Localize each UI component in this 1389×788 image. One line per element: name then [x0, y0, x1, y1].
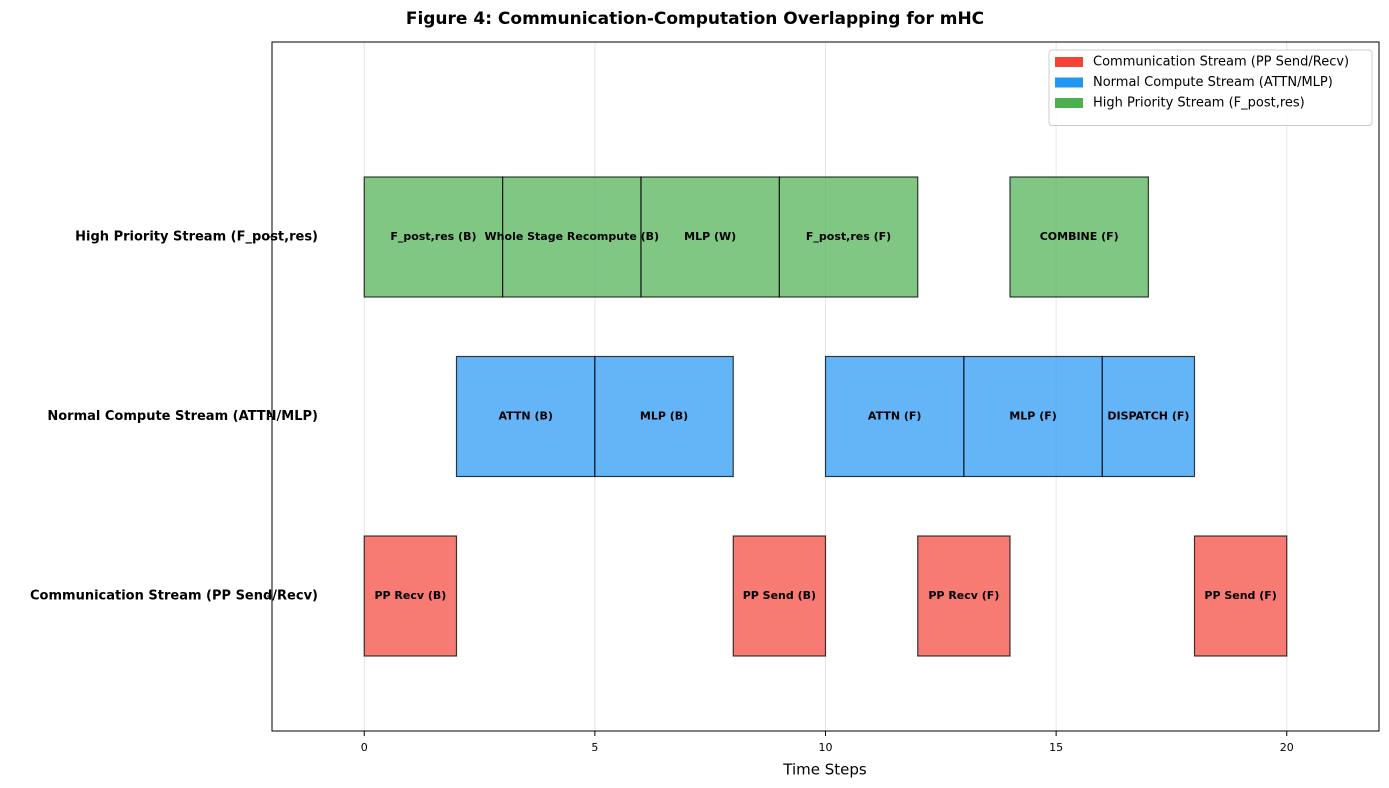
task-label: F_post,res (B)	[390, 230, 476, 243]
task-bar	[1101, 355, 1196, 478]
legend-label: Normal Compute Stream (ATTN/MLP)	[1093, 75, 1333, 90]
task-label: F_post,res (F)	[806, 230, 891, 243]
task-label: DISPATCH (F)	[1107, 410, 1189, 423]
x-axis-label: Time Steps	[782, 761, 867, 779]
task-label: Whole Stage Recompute (B)	[485, 230, 660, 243]
task-label: PP Recv (B)	[374, 589, 446, 602]
x-tick-label: 10	[819, 741, 833, 754]
legend-swatch	[1055, 57, 1083, 67]
legend-swatch	[1055, 77, 1083, 88]
task-bar	[824, 355, 965, 478]
legend-label: Communication Stream (PP Send/Recv)	[1093, 55, 1349, 70]
task-label: ATTN (F)	[868, 410, 922, 423]
y-tick-label: High Priority Stream (F_post,res)	[75, 230, 318, 245]
chart-title: Figure 4: Communication-Computation Over…	[406, 9, 984, 29]
task-bar	[732, 535, 827, 657]
x-tick-label: 20	[1280, 741, 1294, 754]
task-bar	[363, 176, 504, 298]
plot-frame	[271, 41, 1380, 732]
task-bar	[363, 535, 458, 657]
task-label: MLP (F)	[1009, 410, 1056, 423]
task-label: PP Recv (F)	[928, 589, 999, 602]
task-bar	[640, 176, 780, 298]
task-label: COMBINE (F)	[1040, 230, 1119, 243]
x-tick-label: 0	[361, 741, 368, 754]
task-bar	[455, 355, 596, 478]
task-bar	[778, 176, 919, 298]
task-label: PP Send (F)	[1204, 589, 1276, 602]
task-label: PP Send (B)	[743, 589, 816, 602]
task-label: MLP (B)	[640, 410, 688, 423]
x-tick-label: 5	[591, 741, 598, 754]
x-tick-label: 15	[1049, 741, 1063, 754]
task-bar	[917, 535, 1011, 657]
task-bar	[502, 176, 642, 298]
legend-label: High Priority Stream (F_post,res)	[1093, 96, 1305, 111]
task-label: ATTN (B)	[498, 410, 552, 423]
task-bar	[594, 355, 734, 478]
legend-swatch	[1055, 98, 1083, 108]
task-label: MLP (W)	[684, 230, 736, 243]
task-bar	[1009, 176, 1149, 298]
task-bar	[1193, 535, 1288, 657]
y-tick-label: Normal Compute Stream (ATTN/MLP)	[47, 409, 318, 424]
y-tick-label: Communication Stream (PP Send/Recv)	[30, 589, 318, 604]
task-bar	[963, 355, 1103, 478]
legend-box	[1048, 49, 1373, 126]
